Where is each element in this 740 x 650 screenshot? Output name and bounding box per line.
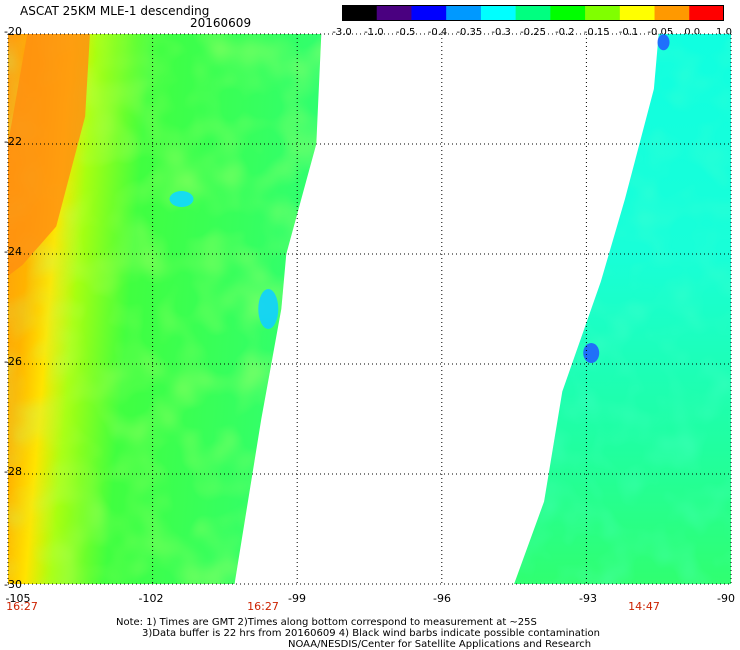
colorbar-segment bbox=[376, 5, 413, 21]
note-line-2: 3)Data buffer is 22 hrs from 20160609 4)… bbox=[142, 628, 600, 639]
colorbar-segment bbox=[654, 5, 690, 21]
lon-label: -105 bbox=[5, 592, 31, 605]
colorbar-tick-label: 0.0 bbox=[684, 27, 701, 38]
colorbar-tick-label: -0.35 bbox=[456, 27, 483, 38]
colorbar-tick-label: -0.25 bbox=[520, 27, 546, 38]
lat-label: -22 bbox=[4, 135, 22, 148]
west-swath-texture bbox=[8, 34, 322, 584]
colorbar-tick-label: -0.4 bbox=[427, 27, 448, 38]
colorbar-tick-label: -3.0 bbox=[332, 27, 352, 38]
colorbar-tick-label: -0.2 bbox=[555, 27, 575, 38]
colorbar bbox=[342, 5, 724, 21]
colorbar-segment bbox=[550, 5, 586, 21]
colorbar-tick-label: -0.1 bbox=[618, 27, 639, 38]
colorbar-tick-label: -1.0 bbox=[364, 27, 384, 38]
lat-label: -24 bbox=[4, 245, 22, 258]
swath-time-label: 16:27 bbox=[6, 600, 38, 613]
colorbar-segment bbox=[342, 5, 378, 21]
east-swath-texture bbox=[514, 34, 731, 584]
note-line-1: Note: 1) Times are GMT 2)Times along bot… bbox=[116, 617, 537, 628]
colorbar-border bbox=[342, 5, 724, 21]
swath-time-label: 16:27 bbox=[247, 600, 279, 613]
colorbar-tick-label: -0.3 bbox=[491, 27, 511, 38]
colorbar-tick-label: 1.0 bbox=[716, 27, 732, 38]
colorbar-tick-label: -0.15 bbox=[583, 27, 610, 38]
low-value-patch bbox=[657, 34, 670, 51]
swath-time-label: 14:47 bbox=[628, 600, 660, 613]
low-value-patch bbox=[583, 343, 600, 363]
colorbar-tick-label: -0.5 bbox=[395, 27, 416, 38]
coastal-high-band bbox=[8, 34, 90, 276]
colorbar-segment bbox=[480, 5, 517, 21]
lon-label: -102 bbox=[138, 592, 164, 605]
lon-label: -90 bbox=[717, 592, 735, 605]
lat-label: -28 bbox=[4, 465, 22, 478]
lat-label: -30 bbox=[4, 578, 22, 591]
colorbar-segment bbox=[689, 5, 724, 21]
map-date: 20160609 bbox=[190, 16, 252, 30]
colorbar-segment bbox=[619, 5, 656, 21]
lon-label: -93 bbox=[579, 592, 597, 605]
colorbar-segment bbox=[446, 5, 482, 21]
colorbar-segment bbox=[585, 5, 621, 21]
lon-label: -96 bbox=[433, 592, 451, 605]
colorbar-tick-label: -0.05 bbox=[647, 27, 674, 38]
lon-label: -99 bbox=[288, 592, 306, 605]
colorbar-segment bbox=[515, 5, 551, 21]
note-line-3: NOAA/NESDIS/Center for Satellite Applica… bbox=[288, 639, 592, 650]
map-title: ASCAT 25KM MLE-1 descending bbox=[20, 4, 210, 18]
low-value-patch bbox=[258, 289, 279, 329]
low-value-patch bbox=[169, 191, 194, 207]
lat-label: -20 bbox=[4, 25, 22, 38]
lat-label: -26 bbox=[4, 355, 22, 368]
colorbar-segment bbox=[411, 5, 447, 21]
